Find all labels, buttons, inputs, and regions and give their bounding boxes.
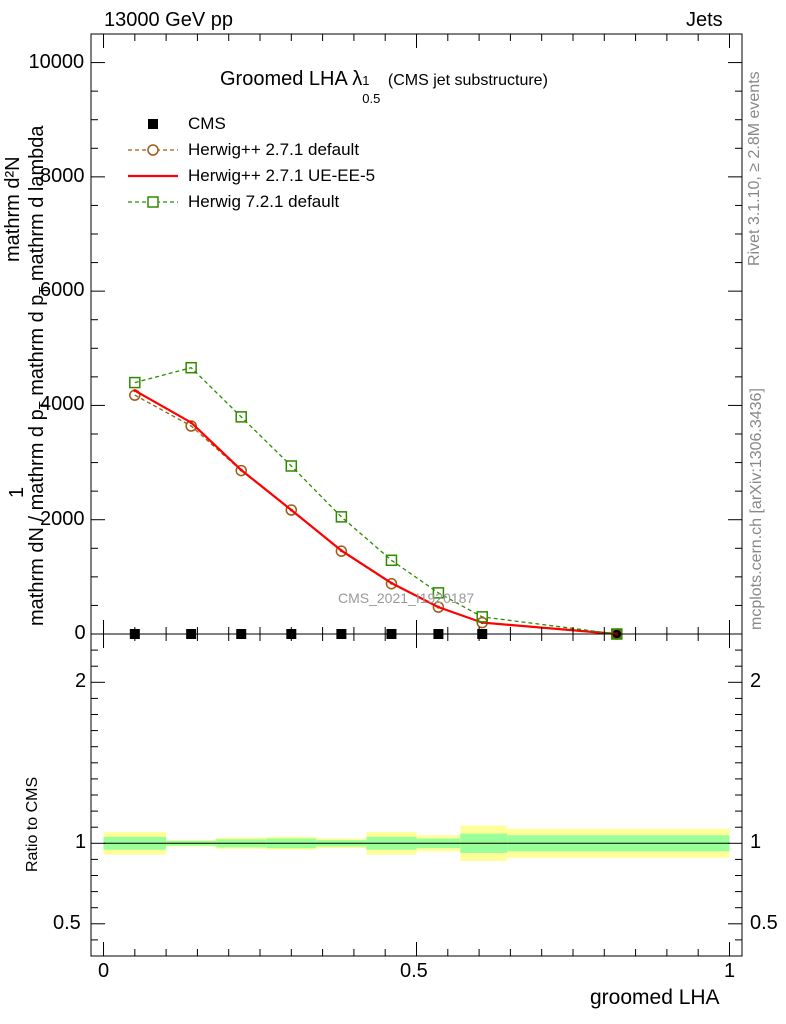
- herwig-ueee5-point: [239, 468, 243, 472]
- herwig721-marker: [285, 460, 298, 472]
- herwig721-marker: [235, 411, 247, 423]
- legend-label-herwig721: Herwig 7.2.1 default: [188, 192, 340, 211]
- ylabel-numerator-top: mathrm d²N: [2, 156, 24, 262]
- mcplots-label: mcplots.cern.ch [arXiv:1306.3436]: [748, 388, 765, 630]
- header-energy: 13000 GeV pp: [104, 9, 233, 31]
- ratio-y-tick-label-right: 1: [750, 831, 762, 854]
- legend-label-herwig-default: Herwig++ 2.7.1 default: [188, 140, 360, 159]
- main-y-tick-label: 8000: [40, 164, 85, 187]
- herwig-ueee5-point: [339, 549, 343, 553]
- herwig-ueee5-point: [189, 421, 193, 425]
- ratio-y-tick-label-right: 0.5: [750, 911, 778, 934]
- main-y-tick-label: 10000: [28, 50, 85, 73]
- main-y-tick-label: 2000: [40, 507, 85, 530]
- chart-title-text: Groomed LHA: [220, 68, 347, 90]
- herwig-default-marker: [335, 545, 348, 557]
- ratio-ticks: [91, 649, 742, 941]
- x-tick-label: 0: [98, 960, 110, 982]
- herwig-ueee5-point: [289, 508, 293, 512]
- herwig-ueee5-point: [133, 389, 137, 393]
- legend-label-herwig-ueee5: Herwig++ 2.7.1 UE-EE-5: [188, 166, 376, 185]
- chart-title: Groomed LHA λ 1 0.5 (CMS jet substructure): [220, 68, 548, 106]
- ylabel-rest-text: mathrm d p: [26, 294, 48, 402]
- herwig-default-marker: [285, 504, 298, 516]
- herwig721-marker: [185, 361, 197, 374]
- ratio-y-tick-label-left: 1: [75, 831, 87, 854]
- ratio-ylabel: Ratio to CMS: [24, 776, 41, 872]
- main-y-ticks: [91, 33, 742, 635]
- herwig721-marker: [335, 511, 348, 523]
- legend: [128, 119, 178, 208]
- x-tick-label: 0.5: [400, 960, 428, 982]
- legend-herwig721-marker: [147, 196, 159, 208]
- chart-title-sub: 0.5: [362, 91, 381, 106]
- herwig721-marker: [476, 611, 488, 623]
- legend-cms-marker: [148, 119, 158, 129]
- legend-herwig-default-marker: [147, 144, 159, 156]
- herwig721-marker: [129, 376, 141, 389]
- main-y-tick-label: 4000: [40, 393, 85, 416]
- herwig-ueee5-point: [436, 605, 440, 609]
- herwig-default-marker: [385, 577, 398, 590]
- ylabel-rest2-text: mathrm d lambda: [26, 125, 48, 287]
- x-axis-label: groomed LHA: [590, 986, 720, 1009]
- chart-title-note: (CMS jet substructure): [387, 72, 548, 89]
- herwig-default-marker: [432, 601, 445, 613]
- ratio-y-tick-label-left: 0.5: [53, 911, 81, 934]
- ratio-bands: [103, 825, 730, 862]
- analysis-label: CMS_2021_I1920187: [338, 590, 475, 606]
- header-jets: Jets: [686, 9, 723, 31]
- main-y-tick-label: 6000: [40, 279, 85, 302]
- x-tick-label: 1: [723, 960, 736, 982]
- herwig721-marker: [432, 587, 445, 599]
- herwig721-marker: [385, 554, 398, 567]
- herwig-ueee5-point: [389, 581, 393, 585]
- chart-title-sup: 1: [362, 73, 370, 88]
- ylabel-denominator: mathrm dN / mathrm d pT mathrm d pT math…: [26, 126, 51, 627]
- ratio-frame-rect: [90, 633, 743, 957]
- herwig-default-marker: [235, 464, 247, 477]
- rivet-label: Rivet 3.1.10, ≥ 2.8M events: [746, 71, 763, 266]
- ratio-y-tick-label-left: 2: [75, 670, 87, 693]
- ratio-plot-frame: [90, 633, 743, 957]
- x-ticks: [103, 34, 730, 956]
- chart-title-lambda: λ: [352, 68, 363, 90]
- legend-label-cms: CMS: [188, 114, 226, 133]
- ratio-y-tick-label-right: 2: [750, 670, 762, 693]
- main-y-tick-label: 0: [74, 622, 86, 644]
